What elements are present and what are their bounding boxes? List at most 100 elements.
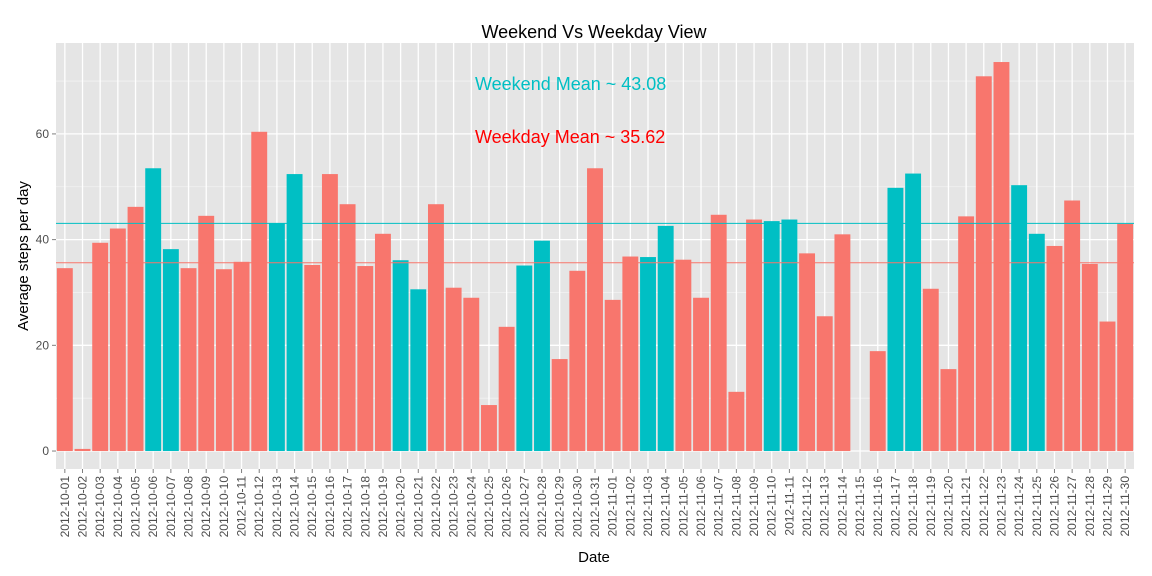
bar: [746, 219, 763, 452]
chart-title: Weekend Vs Weekday View: [481, 22, 707, 42]
x-tick-label: 2012-10-20: [394, 476, 408, 538]
bar: [427, 204, 444, 452]
x-tick-label: 2012-10-23: [447, 476, 461, 538]
x-tick-label: 2012-11-11: [782, 476, 796, 536]
bar: [587, 168, 603, 452]
x-tick-label: 2012-11-06: [694, 476, 708, 537]
x-tick-label: 2012-11-09: [747, 476, 761, 537]
annotations: Weekend Mean ~ 43.08 Weekday Mean ~ 35.6…: [475, 74, 666, 147]
x-tick-label: 2012-10-01: [58, 476, 72, 538]
x-tick-label: 2012-10-06: [146, 476, 160, 538]
y-axis-title: Average steps per day: [15, 181, 32, 331]
x-tick-label: 2012-11-03: [641, 476, 655, 537]
x-tick-label: 2012-10-26: [500, 476, 514, 538]
bar: [321, 174, 338, 452]
x-tick-label: 2012-10-09: [199, 476, 213, 538]
bar: [56, 268, 73, 452]
x-tick-label: 2012-11-08: [729, 476, 743, 537]
x-tick-label: 2012-10-13: [270, 476, 284, 538]
bar: [551, 359, 568, 452]
x-tick-label: 2012-11-10: [765, 476, 779, 537]
x-tick-label: 2012-10-05: [129, 476, 143, 538]
x-tick-label: 2012-11-05: [676, 476, 690, 537]
x-tick-label: 2012-10-15: [305, 476, 319, 538]
bar: [640, 257, 656, 452]
weekday-mean-label: Weekday Mean ~ 35.62: [475, 127, 665, 147]
x-tick-label: 2012-11-13: [818, 476, 832, 537]
x-tick-label: 2012-10-31: [588, 476, 602, 538]
bar: [498, 326, 515, 452]
x-tick-label: 2012-10-17: [341, 476, 355, 538]
bar: [1081, 263, 1098, 452]
bar: [1028, 233, 1045, 452]
x-tick-label: 2012-10-27: [517, 476, 531, 538]
x-tick-label: 2012-10-22: [429, 476, 443, 538]
bar: [922, 288, 939, 452]
y-tick-label: 0: [42, 444, 49, 458]
x-tick-label: 2012-11-26: [1047, 476, 1061, 537]
bar: [1099, 321, 1116, 452]
x-tick-label: 2012-11-22: [977, 476, 991, 537]
x-tick-label: 2012-10-16: [323, 476, 337, 538]
x-tick-label: 2012-10-14: [288, 476, 302, 538]
x-tick-label: 2012-11-25: [1030, 476, 1044, 537]
bar: [1064, 200, 1081, 452]
bar: [145, 168, 162, 452]
x-axis-title: Date: [578, 549, 610, 566]
bar: [657, 225, 674, 452]
bar: [304, 264, 321, 452]
bar: [339, 204, 356, 452]
bar: [781, 219, 798, 452]
x-tick-label: 2012-11-21: [959, 476, 973, 537]
bar: [816, 316, 833, 452]
bar: [410, 289, 427, 452]
x-tick-label: 2012-11-01: [606, 476, 620, 537]
bars: [56, 62, 1134, 452]
x-tick-label: 2012-11-02: [623, 476, 637, 537]
x-tick-label: 2012-10-12: [252, 476, 266, 538]
bar: [887, 187, 904, 452]
bar: [251, 131, 268, 452]
bar: [374, 233, 391, 452]
x-tick-label: 2012-11-12: [800, 476, 814, 537]
bar: [622, 256, 639, 452]
x-tick-label: 2012-10-07: [164, 476, 178, 538]
x-tick-label: 2012-11-04: [659, 476, 673, 537]
bar: [180, 268, 197, 452]
y-axis: 0 20 40 60: [36, 127, 56, 458]
bar: [127, 206, 144, 452]
x-tick-label: 2012-11-15: [853, 476, 867, 537]
bar: [109, 228, 126, 452]
bar: [958, 216, 975, 452]
bar: [516, 265, 533, 452]
x-tick-label: 2012-11-16: [871, 476, 885, 537]
x-tick-label: 2012-11-07: [712, 476, 726, 537]
bar: [693, 297, 709, 452]
bar: [975, 76, 992, 452]
bar: [869, 351, 886, 452]
x-tick-label: 2012-10-21: [411, 476, 425, 538]
mean-lines: [56, 222, 1134, 264]
bar: [675, 259, 692, 452]
x-tick-label: 2012-10-28: [535, 476, 549, 538]
x-tick-label: 2012-10-02: [76, 476, 90, 538]
y-tick-label: 40: [36, 233, 50, 247]
x-tick-label: 2012-10-24: [464, 476, 478, 538]
x-tick-label: 2012-10-11: [235, 476, 249, 537]
bar: [445, 287, 462, 452]
x-tick-label: 2012-11-14: [835, 476, 849, 537]
bar: [834, 234, 851, 452]
bar: [233, 261, 250, 452]
bar: [799, 253, 816, 452]
bar: [463, 297, 480, 452]
bar: [1046, 245, 1063, 452]
bar: [1117, 223, 1134, 452]
bar: [940, 369, 957, 452]
x-tick-label: 2012-11-28: [1083, 476, 1097, 537]
x-tick-label: 2012-10-04: [111, 476, 125, 538]
x-tick-label: 2012-11-23: [994, 476, 1008, 537]
bar: [392, 260, 409, 452]
x-tick-label: 2012-10-30: [570, 476, 584, 538]
x-tick-label: 2012-11-20: [941, 476, 955, 537]
